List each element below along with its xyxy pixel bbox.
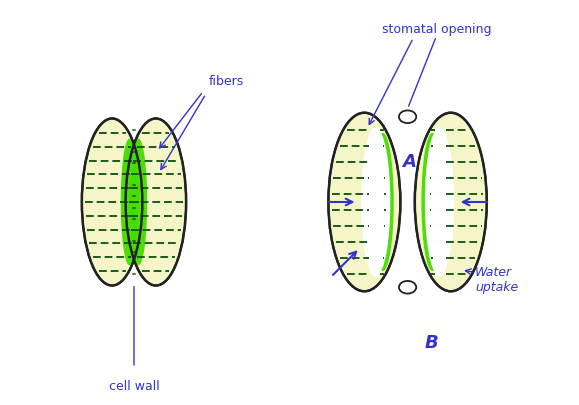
Ellipse shape <box>82 119 142 286</box>
Ellipse shape <box>361 128 391 277</box>
Ellipse shape <box>364 130 390 275</box>
Text: cell wall: cell wall <box>109 379 159 392</box>
Ellipse shape <box>399 111 416 124</box>
Ellipse shape <box>422 134 444 271</box>
Ellipse shape <box>372 134 394 271</box>
Ellipse shape <box>328 113 401 292</box>
Ellipse shape <box>415 113 487 292</box>
Text: A: A <box>402 152 416 171</box>
Ellipse shape <box>424 128 455 277</box>
Text: stomatal opening: stomatal opening <box>382 23 491 36</box>
Ellipse shape <box>130 139 147 266</box>
Ellipse shape <box>121 139 138 266</box>
Text: fibers: fibers <box>209 75 244 88</box>
Text: Water
uptake: Water uptake <box>475 266 518 294</box>
Ellipse shape <box>126 119 186 286</box>
Ellipse shape <box>399 281 416 294</box>
Ellipse shape <box>425 130 452 275</box>
Text: B: B <box>425 333 439 351</box>
